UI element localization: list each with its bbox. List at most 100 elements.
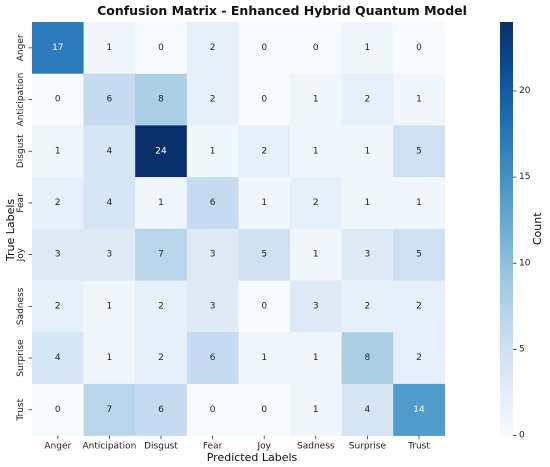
heatmap-cell — [83, 125, 136, 178]
heatmap-cell — [135, 280, 188, 333]
x-tick-label: Fear — [203, 442, 223, 452]
cell-value-label: 3 — [365, 250, 371, 260]
cell-value-label: 3 — [107, 250, 113, 260]
cell-value-label: 0 — [158, 43, 164, 53]
heatmap-cell — [341, 383, 394, 436]
colorbar-tick-label: 10 — [519, 258, 531, 268]
cell-value-label: 6 — [107, 95, 113, 105]
heatmap-cell — [32, 73, 84, 126]
heatmap-cell — [186, 125, 239, 178]
cell-value-label: 0 — [261, 95, 267, 105]
heatmap-cell — [135, 228, 188, 281]
heatmap-cell — [393, 383, 446, 436]
x-axis-title: Predicted Labels — [207, 451, 298, 464]
cell-value-label: 1 — [416, 95, 422, 105]
colorbar — [500, 22, 513, 436]
heatmap-cell — [290, 228, 342, 281]
colorbar-tick-label: 0 — [519, 431, 525, 441]
cell-value-label: 0 — [55, 405, 61, 415]
y-tick-label: Surprise — [16, 339, 26, 377]
cell-value-label: 2 — [313, 198, 319, 208]
heatmap-cell — [238, 73, 291, 126]
cell-value-label: 6 — [158, 405, 164, 415]
heatmap-cell — [341, 332, 394, 385]
heatmap-cell — [393, 332, 446, 385]
heatmap-cell — [135, 73, 188, 126]
heatmap-cell — [32, 22, 84, 74]
heatmap-cell — [393, 228, 446, 281]
cell-value-label: 2 — [261, 146, 267, 156]
x-tick-label: Anger — [44, 442, 71, 452]
cell-value-label: 1 — [313, 146, 319, 156]
heatmap-cell — [83, 177, 136, 230]
heatmap-cell — [290, 22, 342, 74]
colorbar-tick-label: 15 — [519, 172, 530, 182]
heatmap-cell — [290, 332, 342, 385]
cell-value-label: 3 — [313, 301, 319, 311]
cell-value-label: 1 — [158, 198, 164, 208]
heatmap-cell — [341, 125, 394, 178]
heatmap-cell — [290, 280, 342, 333]
cell-value-label: 1 — [107, 353, 113, 363]
cell-value-label: 1 — [313, 353, 319, 363]
cell-value-label: 1 — [261, 353, 267, 363]
heatmap-cells: 17 1 0 2 0 0 1 00 6 8 2 0 1 2 11 4 24 1 2 1 1 52 4 1 6 1 2 1 13 3 7 3 5 1… — [32, 22, 446, 436]
y-tick-label: Fear — [16, 193, 26, 213]
heatmap-cell — [290, 177, 342, 230]
heatmap-cell — [135, 177, 188, 230]
heatmap-cell — [186, 177, 239, 230]
cell-value-label: 4 — [107, 146, 113, 156]
cell-value-label: 1 — [365, 146, 371, 156]
heatmap-cell — [186, 228, 239, 281]
heatmap-cell — [341, 280, 394, 333]
x-tick-label: Anticipation — [82, 442, 136, 452]
colorbar-tick-label: 20 — [519, 86, 531, 96]
cell-value-label: 4 — [107, 198, 113, 208]
cell-value-label: 1 — [261, 198, 267, 208]
cell-value-label: 2 — [55, 198, 61, 208]
cell-value-label: 1 — [55, 146, 61, 156]
cell-value-label: 5 — [261, 250, 267, 260]
cell-value-label: 0 — [313, 43, 319, 53]
y-tick-label: Anger — [16, 34, 26, 61]
y-tick-label: Joy — [16, 247, 26, 262]
cell-value-label: 0 — [416, 43, 422, 53]
chart-title: Confusion Matrix - Enhanced Hybrid Quant… — [97, 3, 467, 18]
heatmap-cell — [83, 332, 136, 385]
x-tick-label: Disgust — [144, 442, 178, 452]
cell-value-label: 1 — [365, 43, 371, 53]
cell-value-label: 0 — [261, 405, 267, 415]
x-tick-label: Trust — [407, 442, 430, 452]
heatmap-cell — [238, 177, 291, 230]
cell-value-label: 1 — [210, 146, 216, 156]
cell-value-label: 1 — [107, 301, 113, 311]
cell-value-label: 2 — [55, 301, 61, 311]
x-tick-label: Surprise — [349, 442, 387, 452]
heatmap-cell — [186, 280, 239, 333]
x-tick-labels: Anger Anticipation Disgust Fear Joy Sadness Su… — [44, 435, 430, 452]
heatmap-cell — [341, 177, 394, 230]
cell-value-label: 3 — [55, 250, 61, 260]
y-axis-title: True Labels — [4, 199, 17, 263]
heatmap-cell — [341, 73, 394, 126]
cell-value-label: 0 — [261, 43, 267, 53]
heatmap-cell — [238, 383, 291, 436]
heatmap-cell — [238, 22, 291, 74]
cell-value-label: 3 — [210, 250, 216, 260]
cell-value-label: 2 — [210, 95, 216, 105]
heatmap-cell — [393, 177, 446, 230]
colorbar-tick-label: 5 — [519, 344, 525, 354]
heatmap-cell — [135, 125, 188, 178]
cell-value-label: 1 — [313, 250, 319, 260]
heatmap-cell — [290, 383, 342, 436]
cell-value-label: 4 — [365, 405, 371, 415]
heatmap-cell — [83, 22, 136, 74]
heatmap-cell — [186, 383, 239, 436]
cell-value-label: 3 — [210, 301, 216, 311]
y-tick-labels: Anger Anticipation Disgust Fear Joy Sadness Su… — [16, 34, 32, 422]
cell-value-label: 6 — [210, 353, 216, 363]
heatmap-cell — [83, 383, 136, 436]
heatmap-cell — [186, 22, 239, 74]
